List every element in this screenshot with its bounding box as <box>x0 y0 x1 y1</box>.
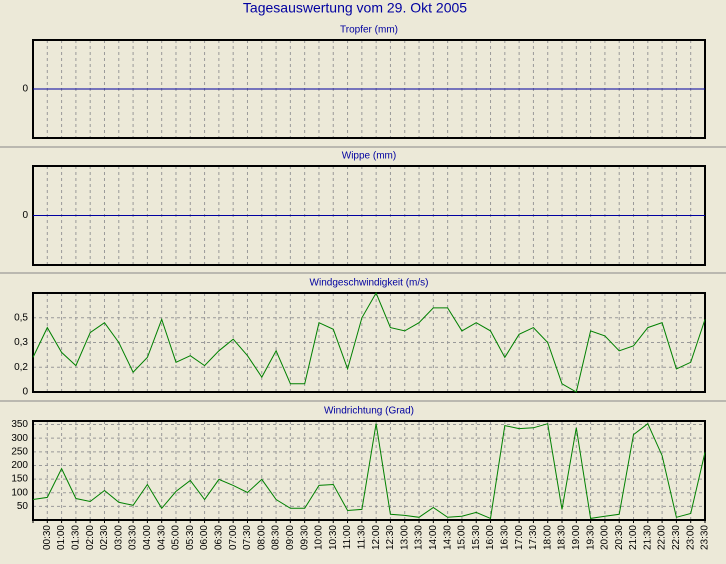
x-tick-label: 07:30 <box>242 525 253 550</box>
x-tick-label: 17:30 <box>528 525 539 550</box>
y-tick-label: 100 <box>11 487 28 498</box>
x-tick-label: 01:00 <box>56 525 67 550</box>
panel-title: Windgeschwindigkeit (m/s) <box>310 278 429 289</box>
x-tick-label: 03:00 <box>113 525 124 550</box>
data-line <box>32 422 706 520</box>
x-tick-label: 20:30 <box>614 525 625 550</box>
x-tick-label: 18:00 <box>542 525 553 550</box>
x-tick-label: 15:00 <box>457 525 468 550</box>
y-tick-label: 50 <box>17 501 29 512</box>
x-tick-label: 08:30 <box>271 525 282 550</box>
x-tick-label: 09:00 <box>285 525 296 550</box>
plot-frame <box>32 292 706 393</box>
x-tick-label: 20:00 <box>600 525 611 550</box>
y-tick-label: 250 <box>11 446 28 457</box>
y-tick-label: 300 <box>11 433 28 444</box>
y-tick-label: 0,5 <box>14 312 28 323</box>
x-tick-label: 15:30 <box>471 525 482 550</box>
x-tick-label: 08:00 <box>256 525 267 550</box>
x-tick-label: 23:00 <box>685 525 696 550</box>
x-tick-label: 23:30 <box>700 525 711 550</box>
x-tick-label: 19:30 <box>585 525 596 550</box>
x-tick-label: 04:30 <box>156 525 167 550</box>
x-tick-label: 19:00 <box>571 525 582 550</box>
x-tick-label: 00:30 <box>42 525 53 550</box>
y-tick-label: 350 <box>11 419 28 430</box>
plot-frame <box>32 420 706 521</box>
x-tick-label: 02:00 <box>85 525 96 550</box>
x-tick-label: 06:00 <box>199 525 210 550</box>
page-title: Tagesauswertung vom 29. Okt 2005 <box>243 0 467 16</box>
x-tick-label: 16:30 <box>499 525 510 550</box>
panel-title: Tropfer (mm) <box>340 25 398 36</box>
x-tick-label: 05:30 <box>185 525 196 550</box>
y-tick-label: 0 <box>22 387 28 398</box>
x-tick-label: 04:00 <box>142 525 153 550</box>
x-tick-label: 06:30 <box>214 525 225 550</box>
x-tick-label: 12:00 <box>371 525 382 550</box>
x-tick-label: 12:30 <box>385 525 396 550</box>
panel-title: Windrichtung (Grad) <box>324 406 414 417</box>
x-tick-label: 14:00 <box>428 525 439 550</box>
x-tick-label: 01:30 <box>71 525 82 550</box>
panel-title: Wippe (mm) <box>342 151 396 162</box>
y-tick-label: 0 <box>22 84 28 95</box>
x-tick-label: 11:00 <box>342 525 353 550</box>
x-tick-label: 18:30 <box>557 525 568 550</box>
y-tick-label: 200 <box>11 460 28 471</box>
x-tick-label: 22:00 <box>657 525 668 550</box>
y-tick-label: 0,2 <box>14 362 28 373</box>
x-tick-label: 03:30 <box>128 525 139 550</box>
x-tick-label: 21:30 <box>642 525 653 550</box>
x-tick-label: 13:30 <box>414 525 425 550</box>
y-tick-label: 0,3 <box>14 337 28 348</box>
y-tick-label: 150 <box>11 474 28 485</box>
y-tick-label: 0 <box>22 210 28 221</box>
x-tick-label: 17:00 <box>514 525 525 550</box>
x-tick-label: 11:30 <box>356 525 367 550</box>
x-tick-label: 22:30 <box>671 525 682 550</box>
x-tick-label: 13:00 <box>399 525 410 550</box>
data-line <box>32 291 706 393</box>
x-tick-label: 14:30 <box>442 525 453 550</box>
x-tick-label: 21:00 <box>628 525 639 550</box>
x-tick-label: 07:00 <box>228 525 239 550</box>
x-tick-label: 05:00 <box>171 525 182 550</box>
x-tick-label: 02:30 <box>99 525 110 550</box>
x-tick-label: 10:00 <box>314 525 325 550</box>
x-tick-label: 10:30 <box>328 525 339 550</box>
x-tick-label: 09:30 <box>299 525 310 550</box>
x-tick-label: 16:00 <box>485 525 496 550</box>
